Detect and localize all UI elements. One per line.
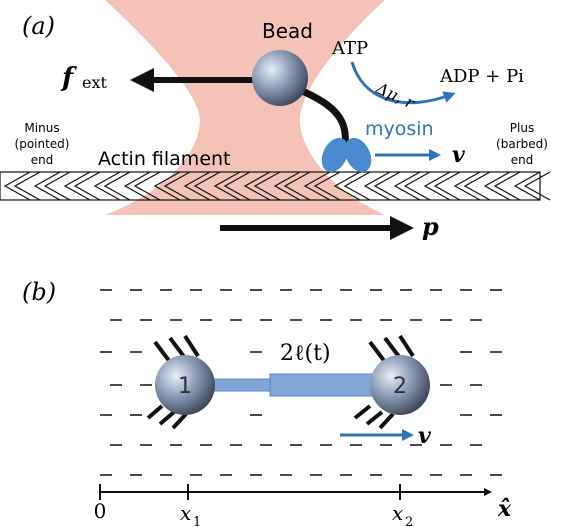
chevron bbox=[93, 171, 121, 201]
chevron bbox=[253, 171, 281, 201]
chevron bbox=[133, 171, 161, 201]
tick-subscript: 2 bbox=[405, 515, 413, 527]
minus-end-label: end bbox=[31, 153, 54, 167]
chevron bbox=[483, 171, 511, 201]
chevron bbox=[223, 171, 251, 201]
velocity-label: v bbox=[418, 423, 431, 449]
panel-label: (a) bbox=[22, 12, 55, 40]
chevron bbox=[343, 171, 371, 201]
chevron bbox=[43, 171, 71, 201]
force-symbol: f bbox=[60, 63, 77, 93]
chevron bbox=[163, 171, 191, 201]
atp-label: ATP bbox=[331, 38, 368, 59]
chevron bbox=[493, 171, 521, 201]
chevron bbox=[433, 171, 461, 201]
myosin-label: myosin bbox=[365, 118, 434, 140]
chevron bbox=[373, 171, 401, 201]
chevron bbox=[243, 171, 271, 201]
myosin-head bbox=[321, 137, 349, 173]
chevron bbox=[283, 171, 311, 201]
unit-vector: x̂ bbox=[497, 496, 512, 522]
chevron bbox=[13, 171, 41, 201]
reaction-arrow bbox=[350, 61, 456, 105]
chevron bbox=[73, 171, 101, 201]
rod-thin bbox=[211, 378, 275, 392]
chevron bbox=[423, 171, 451, 201]
bead-label: 2 bbox=[393, 374, 407, 399]
chevron bbox=[453, 171, 481, 201]
minus-end-label: Minus bbox=[24, 121, 59, 135]
chevron bbox=[103, 171, 131, 201]
length-label: 2ℓ(t) bbox=[280, 341, 331, 366]
minus-end-label: (pointed) bbox=[15, 137, 70, 151]
chevron bbox=[183, 171, 211, 201]
actin-filament bbox=[0, 171, 551, 201]
polarity-label: p bbox=[422, 212, 439, 241]
rod-thick bbox=[269, 373, 373, 397]
laser-trap bbox=[105, 0, 385, 215]
bead-label: 1 bbox=[178, 374, 192, 399]
chevron bbox=[123, 171, 151, 201]
chevron bbox=[153, 171, 181, 201]
bead bbox=[252, 50, 308, 106]
chevron bbox=[33, 171, 61, 201]
myosin-head bbox=[344, 137, 372, 173]
chevron bbox=[273, 171, 301, 201]
plus-end-label: Plus bbox=[510, 121, 534, 135]
chevron bbox=[313, 171, 341, 201]
plus-end-label: end bbox=[511, 153, 534, 167]
background-dashes bbox=[100, 289, 502, 476]
bead bbox=[155, 355, 215, 415]
chevron bbox=[333, 171, 361, 201]
chevron bbox=[403, 171, 431, 201]
hatch bbox=[146, 334, 415, 430]
chevron bbox=[193, 171, 221, 201]
chevron bbox=[213, 171, 241, 201]
filament-label: Actin filament bbox=[98, 148, 231, 170]
chevron bbox=[63, 171, 91, 201]
chevron bbox=[523, 171, 551, 201]
force-subscript: ext bbox=[82, 73, 107, 92]
tick-symbol: x bbox=[392, 501, 403, 525]
velocity-label: v bbox=[452, 142, 465, 168]
panel-label: (b) bbox=[22, 278, 56, 306]
tick-symbol: x bbox=[180, 501, 191, 525]
bead bbox=[370, 355, 430, 415]
chevron bbox=[513, 171, 541, 201]
chevron bbox=[463, 171, 491, 201]
reaction-label: Δμ, r bbox=[372, 78, 418, 113]
chevron bbox=[393, 171, 421, 201]
chevron bbox=[303, 171, 331, 201]
chevron bbox=[363, 171, 391, 201]
products-label: ADP + Pi bbox=[439, 66, 524, 87]
chevron bbox=[3, 171, 31, 201]
plus-end-label: (barbed) bbox=[496, 137, 548, 151]
bead-label: Bead bbox=[262, 19, 313, 43]
axis-origin: 0 bbox=[94, 499, 107, 523]
lever-arm bbox=[298, 86, 349, 146]
tick-subscript: 1 bbox=[193, 515, 201, 527]
